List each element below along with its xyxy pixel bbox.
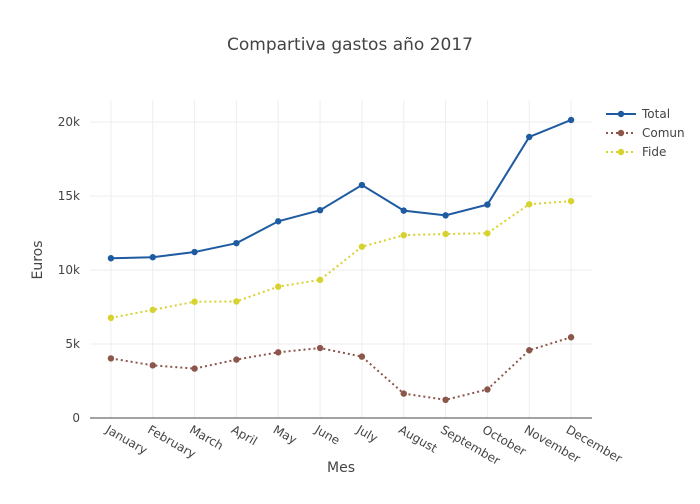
series-line xyxy=(110,200,572,319)
data-point xyxy=(400,390,407,397)
data-point xyxy=(149,306,156,314)
data-point xyxy=(442,396,449,404)
y-tick-label: 10k xyxy=(58,263,80,277)
data-point xyxy=(442,212,449,219)
data-point xyxy=(400,207,407,214)
data-point xyxy=(358,181,366,189)
data-point xyxy=(526,133,533,141)
data-point xyxy=(316,276,324,284)
data-point xyxy=(484,201,491,208)
data-point xyxy=(484,386,491,393)
data-point xyxy=(149,362,156,369)
data-point xyxy=(567,116,575,124)
x-tick-label: August xyxy=(396,422,440,455)
data-point xyxy=(233,298,240,305)
grid xyxy=(90,100,592,418)
data-point xyxy=(191,365,198,372)
data-point xyxy=(275,218,282,225)
data-point xyxy=(149,254,156,261)
legend-item-comun[interactable]: Comun xyxy=(606,126,685,140)
y-tick-label: 0 xyxy=(72,411,80,425)
legend-marker xyxy=(617,148,625,156)
data-point xyxy=(400,231,407,239)
legend-label: Fide xyxy=(642,145,666,159)
x-tick-label: June xyxy=(312,422,343,448)
legend-marker xyxy=(617,129,625,137)
data-point xyxy=(567,334,575,341)
series-fide xyxy=(107,197,575,322)
y-tick-label: 20k xyxy=(58,115,80,129)
data-point xyxy=(191,298,198,305)
x-tick-label: July xyxy=(354,422,381,445)
legend-item-fide[interactable]: Fide xyxy=(606,145,666,159)
x-tick-label: January xyxy=(103,422,150,457)
chart-title: Compartiva gastos año 2017 xyxy=(227,35,473,55)
series-line xyxy=(110,336,572,401)
series-comun xyxy=(107,334,575,404)
x-tick-label: May xyxy=(271,422,299,447)
data-point xyxy=(107,314,115,322)
y-tick-label: 15k xyxy=(58,189,80,203)
y-axis-title: Euros xyxy=(30,240,46,279)
y-tick-label: 5k xyxy=(65,337,80,351)
data-point xyxy=(316,344,324,352)
data-point xyxy=(484,230,491,237)
series-line xyxy=(110,119,572,260)
x-axis-title: Mes xyxy=(327,460,355,476)
data-point xyxy=(358,243,366,250)
legend: Total Comun Fide xyxy=(606,107,685,159)
data-point xyxy=(442,230,449,238)
data-point xyxy=(233,356,240,363)
legend-label: Total xyxy=(641,107,670,121)
legend-item-total[interactable]: Total xyxy=(606,107,670,121)
data-point xyxy=(316,206,324,214)
data-point xyxy=(526,347,533,354)
data-point xyxy=(275,349,282,356)
data-point xyxy=(526,201,533,208)
data-point xyxy=(107,355,115,362)
data-point xyxy=(358,353,366,360)
x-tick-label: April xyxy=(229,422,260,448)
data-point xyxy=(567,197,575,205)
legend-label: Comun xyxy=(642,126,685,140)
legend-marker xyxy=(617,110,625,118)
data-point xyxy=(233,239,240,247)
series-total xyxy=(107,116,575,262)
data-point xyxy=(107,255,115,262)
data-point xyxy=(191,248,198,256)
series-layer xyxy=(107,116,575,404)
data-point xyxy=(275,283,282,290)
